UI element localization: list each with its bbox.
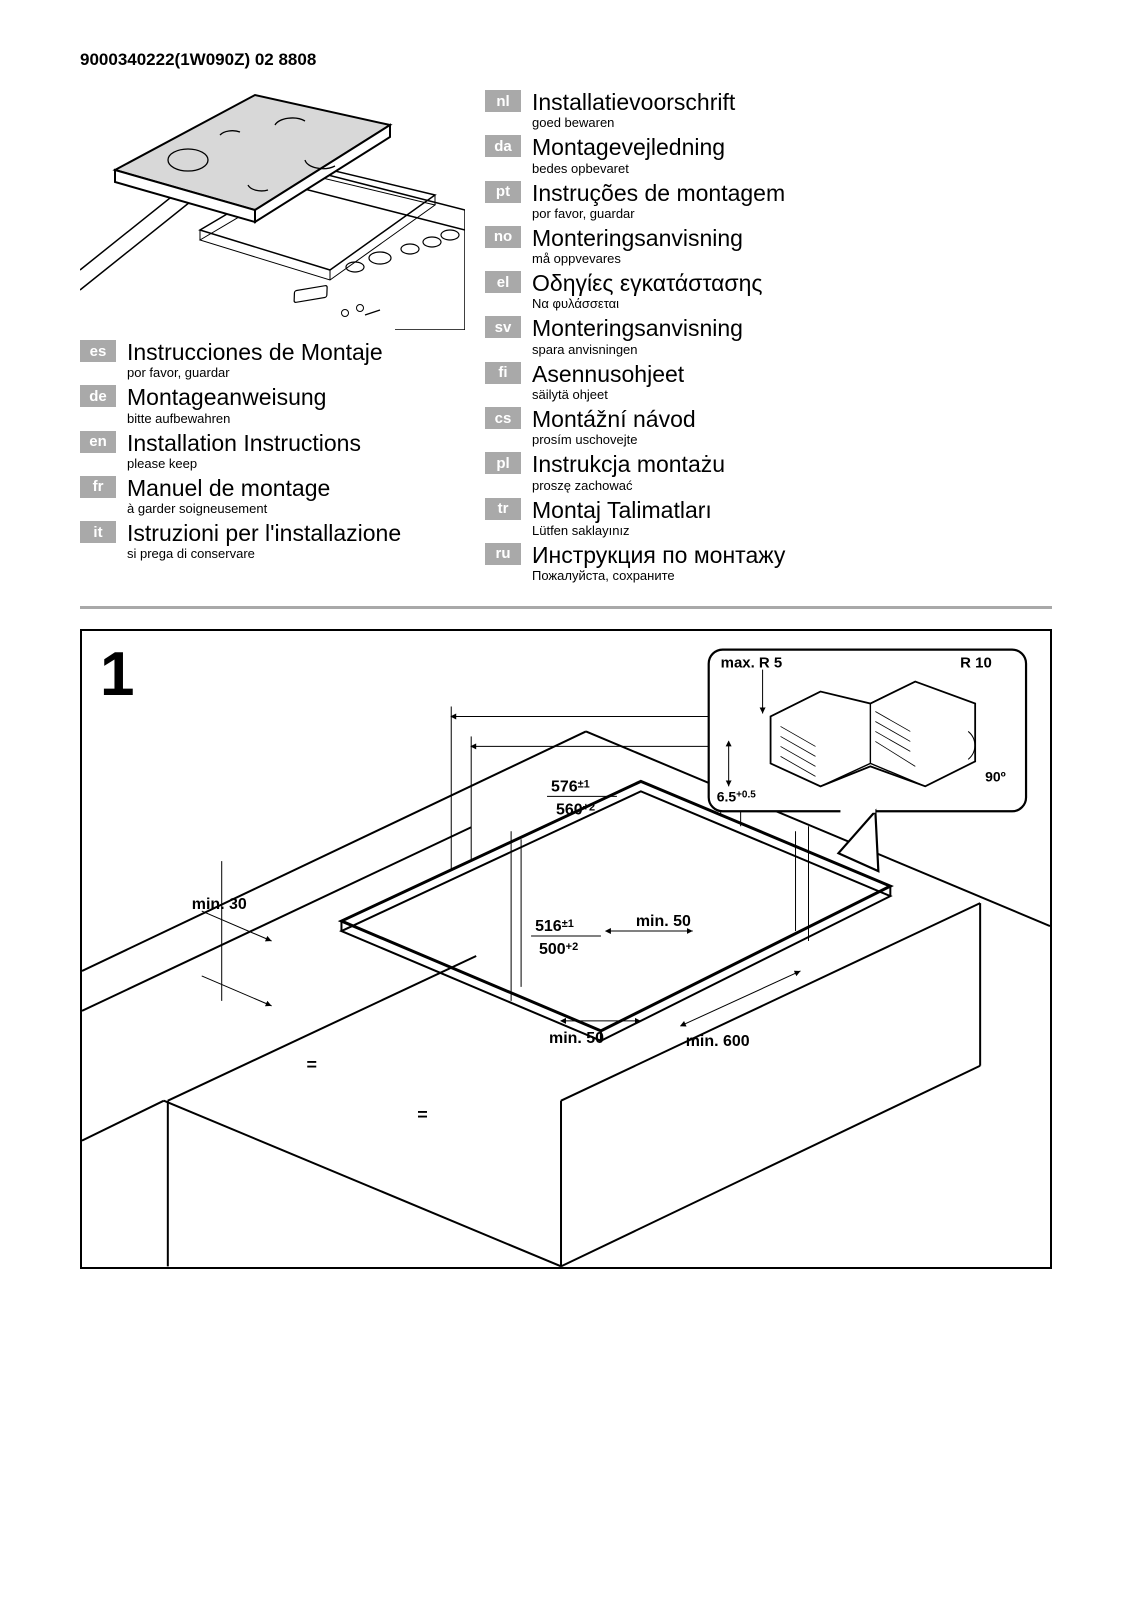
language-row-pt: pt Instruções de montagempor favor, guard… [485,181,1052,221]
svg-text:500+2: 500+2 [539,941,578,958]
header-section: esInstrucciones de Montajepor favor, gua… [80,90,1052,588]
language-title: Instrucciones de Montaje [127,340,383,365]
language-subtitle: si prega di conservare [127,546,401,561]
language-row-es: es Instrucciones de Montajepor favor, gua… [80,340,465,380]
svg-text:=: = [417,1105,427,1125]
language-code-badge: de [80,385,116,407]
language-code-badge: cs [485,407,521,429]
language-row-en: en Installation Instructionsplease keep [80,431,465,471]
language-title: Installation Instructions [127,431,361,456]
language-row-cs: cs Montážní návodprosím uschovejte [485,407,1052,447]
svg-text:516±1: 516±1 [535,918,574,935]
svg-text:min. 30: min. 30 [192,896,247,913]
language-code-badge: da [485,135,521,157]
language-row-fi: fi Asennusohjeetsäilytä ohjeet [485,362,1052,402]
language-subtitle: proszę zachować [532,478,725,493]
svg-text:max. R 5: max. R 5 [721,655,783,672]
language-title: Istruzioni per l'installazione [127,521,401,546]
language-subtitle: Να φυλάσσεται [532,296,762,311]
language-subtitle: Lütfen saklayınız [532,523,712,538]
language-row-no: no Monteringsanvisningmå oppvevares [485,226,1052,266]
language-title: Montagevejledning [532,135,725,160]
language-code-badge: it [80,521,116,543]
language-subtitle: spara anvisningen [532,342,743,357]
language-row-tr: tr Montaj TalimatlarıLütfen saklayınız [485,498,1052,538]
language-title: Monteringsanvisning [532,226,743,251]
language-code-badge: ru [485,543,521,565]
language-code-badge: nl [485,90,521,112]
language-code-badge: no [485,226,521,248]
language-title: Οδηγίες εγκατάστασης [532,271,762,296]
language-code-badge: es [80,340,116,362]
language-code-badge: tr [485,498,521,520]
language-subtitle: bitte aufbewahren [127,411,326,426]
document-number: 9000340222(1W090Z) 02 8808 [80,50,1052,70]
language-row-el: el Οδηγίες εγκατάστασηςΝα φυλάσσεται [485,271,1052,311]
language-code-badge: fi [485,362,521,384]
language-row-ru: ru Инструкция по монтажуПожалуйста, сохра… [485,543,1052,583]
language-row-fr: fr Manuel de montageà garder soigneusemen… [80,476,465,516]
language-title: Instruções de montagem [532,181,785,206]
svg-text:min. 600: min. 600 [686,1033,750,1050]
svg-text:min. 50: min. 50 [549,1030,604,1047]
language-code-badge: pt [485,181,521,203]
language-code-badge: fr [80,476,116,498]
language-code-badge: en [80,431,116,453]
diagram-1: 1 = = [80,629,1052,1269]
language-subtitle: à garder soigneusement [127,501,330,516]
language-title: Installatievoorschrift [532,90,735,115]
language-title: Monteringsanvisning [532,316,743,341]
language-title: Montageanweisung [127,385,326,410]
language-subtitle: bedes opbevaret [532,161,725,176]
svg-text:min. 50: min. 50 [636,913,691,930]
language-row-da: da Montagevejledningbedes opbevaret [485,135,1052,175]
language-subtitle: por favor, guardar [127,365,383,380]
language-code-badge: el [485,271,521,293]
language-row-pl: pl Instrukcja montażuproszę zachować [485,452,1052,492]
language-code-badge: pl [485,452,521,474]
language-subtitle: goed bewaren [532,115,735,130]
product-illustration [80,90,465,330]
left-column: es Instrucciones de Montajepor favor, gua… [80,90,465,588]
language-row-nl: nl Installatievoorschriftgoed bewaren [485,90,1052,130]
language-subtitle: Пожалуйста, сохраните [532,568,785,583]
diagram-number: 1 [100,639,134,710]
language-row-it: it Istruzioni per l'installazionesi prega… [80,521,465,561]
language-subtitle: prosím uschovejte [532,432,696,447]
language-subtitle: må oppvevares [532,251,743,266]
language-subtitle: säilytä ohjeet [532,387,684,402]
section-divider [80,606,1052,609]
language-title: Asennusohjeet [532,362,684,387]
language-title: Montaj Talimatları [532,498,712,523]
svg-text:576±1: 576±1 [551,779,590,796]
svg-text:90º: 90º [985,769,1006,785]
language-subtitle: por favor, guardar [532,206,785,221]
language-row-sv: sv Monteringsanvisningspara anvisningen [485,316,1052,356]
language-code-badge: sv [485,316,521,338]
language-title: Montážní návod [532,407,696,432]
language-title: Инструкция по монтажу [532,543,785,568]
language-title: Instrukcja montażu [532,452,725,477]
language-subtitle: please keep [127,456,361,471]
right-column: nl Installatievoorschriftgoed bewaren da Mo… [485,90,1052,588]
language-title: Manuel de montage [127,476,330,501]
svg-text:=: = [307,1055,317,1075]
language-row-de: de Montageanweisungbitte aufbewahren [80,385,465,425]
svg-text:R 10: R 10 [960,655,992,672]
